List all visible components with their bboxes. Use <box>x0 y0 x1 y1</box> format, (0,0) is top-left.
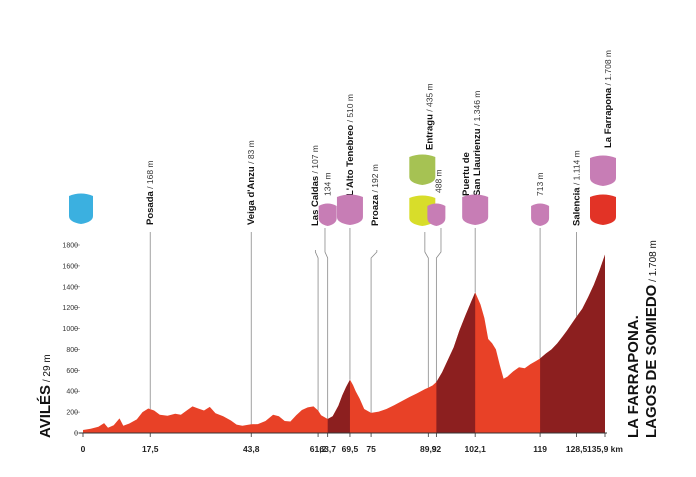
y-tick-label-1: 200 <box>66 410 78 417</box>
start-label: AVILÉS / 29 m <box>37 354 54 438</box>
svg-text:Veiga d'Anzu / 83 m: Veiga d'Anzu / 83 m <box>246 140 257 225</box>
svg-text:Salencia / 1.114 m: Salencia / 1.114 m <box>572 150 583 226</box>
y-tick-label-2: 400 <box>66 389 78 396</box>
point-label-11: La Farrapona / 1.708 m <box>603 50 614 148</box>
x-tick-label-3: 61,2 <box>310 444 327 454</box>
point-label-10: Salencia / 1.114 m <box>572 150 583 226</box>
svg-text:Proaza / 192 m: Proaza / 192 m <box>370 164 381 226</box>
x-tick-label-5: 69,5 <box>342 444 359 454</box>
x-tick-label-12: 135,9 km <box>587 444 623 454</box>
badge-shape-3 <box>409 154 436 185</box>
point-label-9: 713 m <box>535 172 545 196</box>
x-tick-label-10: 119 <box>533 444 547 454</box>
x-tick-label-6: 75 <box>366 444 376 454</box>
badge-shape-2 <box>336 194 363 225</box>
badge-shape-1 <box>318 203 337 226</box>
y-tick-label-9: 1800 <box>62 243 78 250</box>
x-tick-label-1: 17,5 <box>142 444 159 454</box>
x-tick-label-0: 0 <box>81 444 86 454</box>
y-tick-label-6: 1200 <box>62 305 78 312</box>
y-tick-label-7: 1400 <box>62 284 78 291</box>
point-label-2: Las Caldas / 107 m <box>310 145 321 226</box>
x-tick-label-2: 43,8 <box>243 444 260 454</box>
svg-text:Las Caldas / 107 m: Las Caldas / 107 m <box>310 145 321 226</box>
finish-label: LA FARRAPONA. LAGOS DE SOMIEDO / 1.708 m <box>625 240 660 438</box>
y-tick-label-0: 0 <box>74 431 78 438</box>
point-label-0: Posada / 168 m <box>145 160 156 225</box>
leader-line-2 <box>314 250 319 411</box>
x-tick-label-11: 128,5 <box>566 444 588 454</box>
point-label-6: Entragu / 435 m <box>424 83 435 150</box>
svg-text:Puertu de: Puertu de <box>461 152 472 196</box>
y-tick-label-8: 1600 <box>62 263 78 270</box>
svg-text:L'Alto Tenebreo / 510 m: L'Alto Tenebreo / 510 m <box>345 94 356 196</box>
svg-text:La Farrapona / 1.708 m: La Farrapona / 1.708 m <box>603 50 614 148</box>
badge-shape-6 <box>462 194 489 225</box>
x-tick-label-9: 102,1 <box>465 444 487 454</box>
svg-text:Entragu / 435 m: Entragu / 435 m <box>424 83 435 150</box>
point-label-7: 488 m <box>433 169 443 193</box>
y-tick-label-4: 800 <box>66 347 78 354</box>
y-tick-label-3: 600 <box>66 368 78 375</box>
svg-text:LAGOS DE SOMIEDO / 1.708 m: LAGOS DE SOMIEDO / 1.708 m <box>643 240 660 438</box>
leader-line-7 <box>435 228 442 383</box>
y-tick-label-5: 1000 <box>62 326 78 333</box>
point-label-4: L'Alto Tenebreo / 510 m <box>345 94 356 196</box>
point-label-3: 134 m <box>323 172 333 196</box>
badge-shape-8 <box>590 155 616 186</box>
badge-shape-9 <box>590 194 616 225</box>
svg-text:134 m: 134 m <box>323 172 333 196</box>
x-tick-label-4: 63,7 <box>319 444 336 454</box>
svg-text:AVILÉS / 29 m: AVILÉS / 29 m <box>37 354 54 438</box>
leader-line-6 <box>424 232 429 388</box>
svg-text:LA FARRAPONA.: LA FARRAPONA. <box>625 315 642 438</box>
point-label-5: Proaza / 192 m <box>370 164 381 226</box>
leader-line-5 <box>370 250 378 413</box>
svg-text:Posada / 168 m: Posada / 168 m <box>145 160 156 225</box>
x-tick-label-7: 89,9 <box>420 444 437 454</box>
badge-shape-5 <box>427 203 446 226</box>
climb-segment-1 <box>436 292 476 433</box>
x-tick-label-8: 92 <box>432 444 442 454</box>
climb-segment-0 <box>327 379 350 433</box>
svg-text:San Llaurienzu / 1.346 m: San Llaurienzu / 1.346 m <box>472 91 483 196</box>
point-label-1: Veiga d'Anzu / 83 m <box>246 140 257 225</box>
svg-text:488 m: 488 m <box>433 169 443 193</box>
point-label-8: Puertu de San Llaurienzu / 1.346 m <box>461 91 483 196</box>
finish-check-2 <box>599 193 602 196</box>
climb-segment-2 <box>540 254 605 433</box>
badge-shape-7 <box>531 203 550 226</box>
leader-line-3 <box>324 228 329 420</box>
badge-shape-0 <box>69 193 93 224</box>
finish-check-0 <box>591 193 594 196</box>
svg-text:713 m: 713 m <box>535 172 545 196</box>
finish-check-4 <box>607 193 610 196</box>
